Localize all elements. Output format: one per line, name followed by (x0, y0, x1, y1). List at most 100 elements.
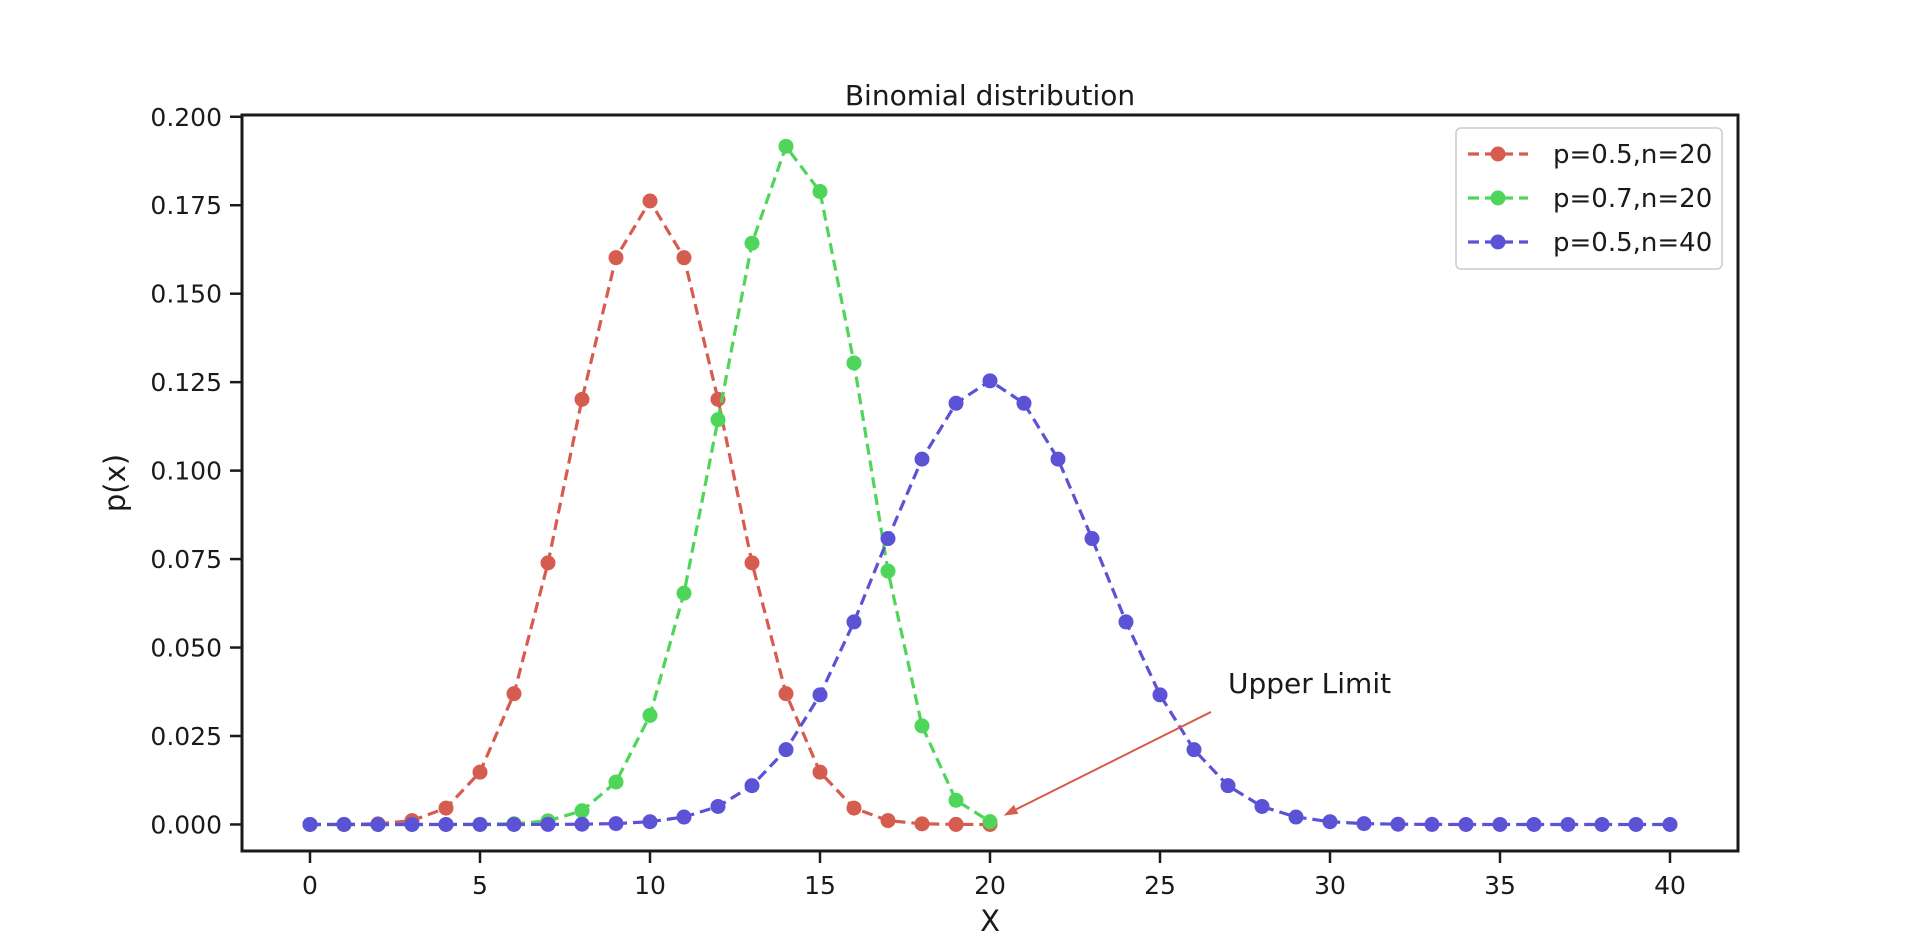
annotation: Upper Limit (1003, 667, 1391, 816)
y-tick-label: 0.050 (150, 634, 222, 663)
data-point (608, 774, 624, 790)
legend-label: p=0.7,n=20 (1553, 184, 1712, 214)
series-1 (302, 193, 998, 832)
data-point (302, 816, 318, 832)
y-axis: 0.000 0.025 0.050 0.075 0.100 0.125 0.150 0.175… (150, 103, 242, 839)
data-point (1662, 816, 1678, 832)
x-tick-label: 25 (1144, 871, 1176, 900)
data-point (1152, 687, 1168, 703)
x-tick-label: 0 (302, 871, 318, 900)
data-point (1016, 395, 1032, 411)
series-line (309, 199, 991, 827)
data-point (982, 814, 998, 830)
data-point (948, 792, 964, 808)
data-point (574, 816, 590, 832)
data-point (1322, 814, 1338, 830)
data-point (404, 816, 420, 832)
annotation-upper-limit: Upper Limit (1228, 667, 1391, 700)
data-point (608, 816, 624, 832)
data-point (812, 184, 828, 200)
data-point (812, 687, 828, 703)
data-point (880, 563, 896, 579)
y-axis-label: p(x) (98, 454, 132, 512)
data-point (778, 138, 794, 154)
data-point (1050, 451, 1066, 467)
data-point (710, 412, 726, 428)
data-point (676, 585, 692, 601)
legend: p=0.5,n=20 p=0.7,n=20 p=0.5,n=40 (1455, 127, 1723, 270)
data-point (710, 798, 726, 814)
x-tick-label: 5 (472, 871, 488, 900)
data-point (1186, 742, 1202, 758)
x-axis-label: X (980, 904, 1000, 938)
series-line (310, 379, 1670, 827)
data-point (846, 355, 862, 371)
x-tick-label: 10 (634, 871, 666, 900)
data-point (1084, 531, 1100, 547)
data-point (1220, 778, 1236, 794)
data-point (540, 555, 556, 571)
data-point (438, 816, 454, 832)
data-point (880, 813, 896, 829)
data-point (1560, 816, 1576, 832)
x-tick-label: 30 (1314, 871, 1346, 900)
y-tick-label: 0.025 (150, 722, 222, 751)
data-point (1492, 816, 1508, 832)
legend-box (1455, 127, 1723, 270)
x-tick-label: 15 (804, 871, 836, 900)
data-point (1390, 816, 1406, 832)
data-point (948, 395, 964, 411)
data-point (506, 686, 522, 702)
legend-item: p=0.5,n=20 (1468, 140, 1712, 170)
data-point (1594, 816, 1610, 832)
data-point (744, 235, 760, 251)
data-point (574, 391, 590, 407)
data-point (914, 816, 930, 832)
legend-swatch-marker (1490, 190, 1506, 206)
data-point (370, 816, 386, 832)
data-point (540, 816, 556, 832)
data-point (438, 800, 454, 816)
y-tick-label: 0.125 (150, 368, 222, 397)
data-point (1458, 816, 1474, 832)
legend-item: p=0.7,n=20 (1468, 184, 1712, 214)
data-point (676, 250, 692, 266)
data-point (914, 451, 930, 467)
annotation-arrow-line (1015, 711, 1212, 811)
legend-label: p=0.5,n=20 (1553, 140, 1712, 170)
data-point (336, 816, 352, 832)
data-point (642, 193, 658, 209)
data-point (608, 250, 624, 266)
data-point (472, 764, 488, 780)
x-tick-label: 35 (1484, 871, 1516, 900)
y-tick-label: 0.175 (150, 191, 222, 220)
data-point (1628, 816, 1644, 832)
data-point (812, 764, 828, 780)
y-tick-label: 0.200 (150, 103, 222, 132)
data-point (642, 814, 658, 830)
y-tick-label: 0.100 (150, 457, 222, 486)
x-tick-label: 40 (1654, 871, 1686, 900)
chart-title: Binomial distribution (845, 79, 1135, 112)
data-point (744, 555, 760, 571)
x-tick-label: 20 (974, 871, 1006, 900)
y-tick-label: 0.150 (150, 280, 222, 309)
data-point (574, 803, 590, 819)
series-3 (302, 373, 1678, 832)
legend-item: p=0.5,n=40 (1468, 228, 1712, 258)
data-point (472, 816, 488, 832)
series-2 (302, 138, 998, 832)
data-point (506, 816, 522, 832)
legend-swatch-marker (1490, 146, 1506, 162)
data-point (948, 816, 964, 832)
data-point (1424, 816, 1440, 832)
data-point (914, 718, 930, 734)
data-point (744, 778, 760, 794)
data-point (1118, 614, 1134, 630)
data-point (778, 686, 794, 702)
data-point (1356, 816, 1372, 832)
data-point (1254, 798, 1270, 814)
data-point (982, 373, 998, 389)
data-point (676, 809, 692, 825)
